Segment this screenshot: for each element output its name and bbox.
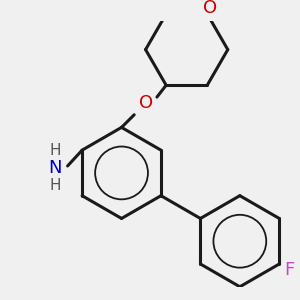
Text: N: N [48, 159, 62, 177]
Text: O: O [203, 0, 218, 17]
Text: F: F [284, 261, 294, 279]
Text: H: H [49, 178, 61, 193]
Text: O: O [139, 94, 153, 112]
Text: H: H [49, 143, 61, 158]
